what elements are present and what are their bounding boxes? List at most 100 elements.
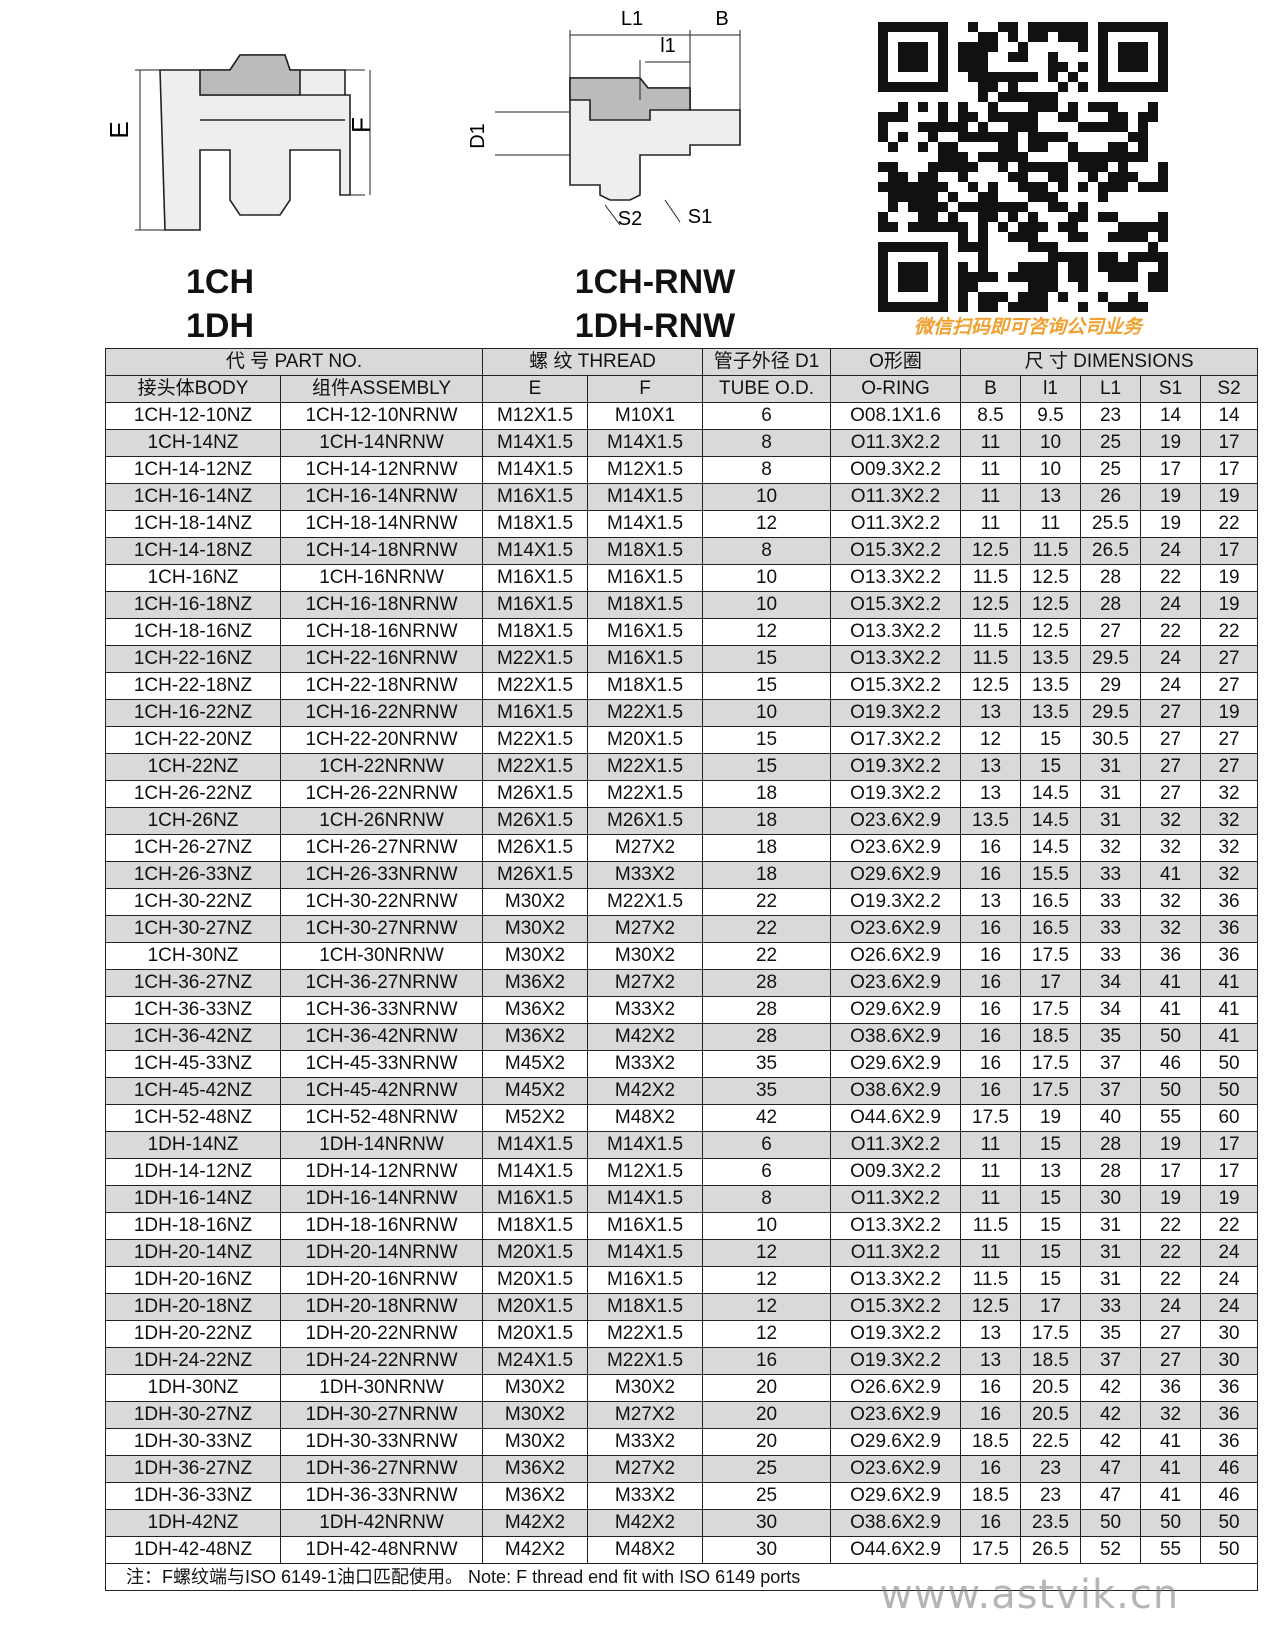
qr-module	[878, 122, 888, 132]
cell: 32	[1140, 834, 1202, 862]
cell: 1DH-20-18NZ	[105, 1293, 281, 1321]
qr-module	[948, 162, 958, 172]
cell: 12.5	[960, 1293, 1022, 1321]
cell: 55	[1140, 1536, 1202, 1564]
cell: 47	[1080, 1455, 1142, 1483]
cell: 1CH-16-22NZ	[105, 699, 281, 727]
cell: 35	[702, 1077, 832, 1105]
qr-module	[978, 152, 988, 162]
data-row: 1DH-16-14NZ 1DH-16-14NRNW M16X1.5 M14X1.5 8 O…	[105, 1185, 1259, 1213]
cell: 22	[1140, 1239, 1202, 1267]
cell: M18X1.5	[482, 618, 589, 646]
cell: 33	[1080, 915, 1142, 943]
qr-module	[958, 242, 968, 252]
qr-module	[958, 152, 968, 162]
qr-module	[1028, 122, 1038, 132]
qr-module	[918, 182, 928, 192]
cell: M20X1.5	[482, 1293, 589, 1321]
qr-module	[918, 222, 928, 232]
qr-module	[1108, 152, 1118, 162]
qr-module	[1128, 222, 1138, 232]
qr-module	[1028, 232, 1038, 242]
cell: 30	[1200, 1347, 1259, 1375]
qr-module	[958, 282, 968, 292]
cell: 32	[1080, 834, 1142, 862]
cell: O23.6X2.9	[830, 915, 962, 943]
cell: 1CH-22-16NZ	[105, 645, 281, 673]
cell: 24	[1140, 645, 1202, 673]
cell: 15.5	[1020, 861, 1082, 889]
data-row: 1CH-26-22NZ 1CH-26-22NRNW M26X1.5 M22X1.5 18…	[105, 780, 1259, 808]
title-line: 1DH	[185, 307, 255, 345]
qr-module	[1128, 292, 1138, 302]
qr-module	[1018, 172, 1028, 182]
cell: 1CH-45-33NZ	[105, 1050, 281, 1078]
data-row: 1CH-16NZ 1CH-16NRNW M16X1.5 M16X1.5 10 O13.3X…	[105, 564, 1259, 592]
data-row: 1CH-45-33NZ 1CH-45-33NRNW M45X2 M33X2 35 O29.…	[105, 1050, 1259, 1078]
data-row: 1DH-42NZ 1DH-42NRNW M42X2 M42X2 30 O38.6X2.9 1…	[105, 1509, 1259, 1537]
qr-module	[968, 62, 978, 72]
qr-module	[1158, 232, 1168, 242]
cell: 32	[1140, 915, 1202, 943]
cell: M14X1.5	[587, 483, 704, 511]
cell: 15	[702, 726, 832, 754]
qr-module	[948, 192, 958, 202]
cell: 10	[1020, 456, 1082, 484]
cell: 19	[1140, 510, 1202, 538]
cell: O19.3X2.2	[830, 780, 962, 808]
cell: 15	[1020, 1212, 1082, 1240]
cell: 1DH-30-27NRNW	[279, 1401, 484, 1429]
qr-module	[1148, 102, 1158, 112]
qr-module	[1088, 152, 1098, 162]
cell: M33X2	[587, 996, 704, 1024]
qr-module	[1008, 142, 1018, 152]
cell: 18	[702, 861, 832, 889]
cell: O44.6X2.9	[830, 1536, 962, 1564]
cell: O23.6X2.9	[830, 1455, 962, 1483]
cell: 13	[960, 1347, 1022, 1375]
qr-module	[898, 182, 908, 192]
qr-module	[1038, 242, 1048, 252]
qr-module	[1078, 212, 1088, 222]
qr-module	[1158, 172, 1168, 182]
cell: 12.5	[960, 591, 1022, 619]
cell: M22X1.5	[482, 672, 589, 700]
cell: M16X1.5	[587, 645, 704, 673]
cell: O11.3X2.2	[830, 1185, 962, 1213]
qr-module	[1078, 282, 1088, 292]
cell: 19	[1200, 1185, 1259, 1213]
qr-module	[1098, 102, 1108, 112]
cell: 1DH-14-12NZ	[105, 1158, 281, 1186]
cell: 11	[960, 429, 1022, 457]
qr-module	[1048, 272, 1058, 282]
qr-module	[908, 182, 918, 192]
cell: O19.3X2.2	[830, 699, 962, 727]
qr-module	[1078, 32, 1088, 42]
cell: M30X2	[482, 888, 589, 916]
qr-module	[1048, 242, 1058, 252]
drawings: E F L1 B l1 D1 S2 S1	[104, 8, 1168, 312]
header-cell: l1	[1020, 375, 1082, 403]
cell: 1CH-30-22NRNW	[279, 888, 484, 916]
cell: 1CH-16-22NRNW	[279, 699, 484, 727]
cell: 13.5	[1020, 699, 1082, 727]
cell: 19	[1200, 591, 1259, 619]
data-row: 1CH-16-18NZ 1CH-16-18NRNW M16X1.5 M18X1.5 10…	[105, 591, 1259, 619]
qr-module	[958, 272, 968, 282]
qr-module	[988, 72, 998, 82]
qr-module	[1008, 112, 1018, 122]
cell: 1CH-26-33NZ	[105, 861, 281, 889]
qr-module	[968, 202, 978, 212]
qr-module	[948, 122, 958, 132]
note-row: 注：F螺纹端与ISO 6149-1油口匹配使用。 Note: F thread …	[104, 1563, 1259, 1591]
cell: 27	[1140, 1347, 1202, 1375]
data-row: 1CH-22-16NZ 1CH-22-16NRNW M22X1.5 M16X1.5 15…	[105, 645, 1259, 673]
qr-caption: 微信扫码即可咨询公司业务	[913, 317, 1142, 338]
data-row: 1CH-14NZ 1CH-14NRNW M14X1.5 M14X1.5 8 O11.3X2…	[105, 429, 1259, 457]
qr-module	[1118, 112, 1128, 122]
qr-module	[1098, 182, 1108, 192]
cell: O13.3X2.2	[830, 618, 962, 646]
cell: 29.5	[1080, 699, 1142, 727]
cell: 1CH-18-14NRNW	[279, 510, 484, 538]
qr-module	[1058, 182, 1068, 192]
